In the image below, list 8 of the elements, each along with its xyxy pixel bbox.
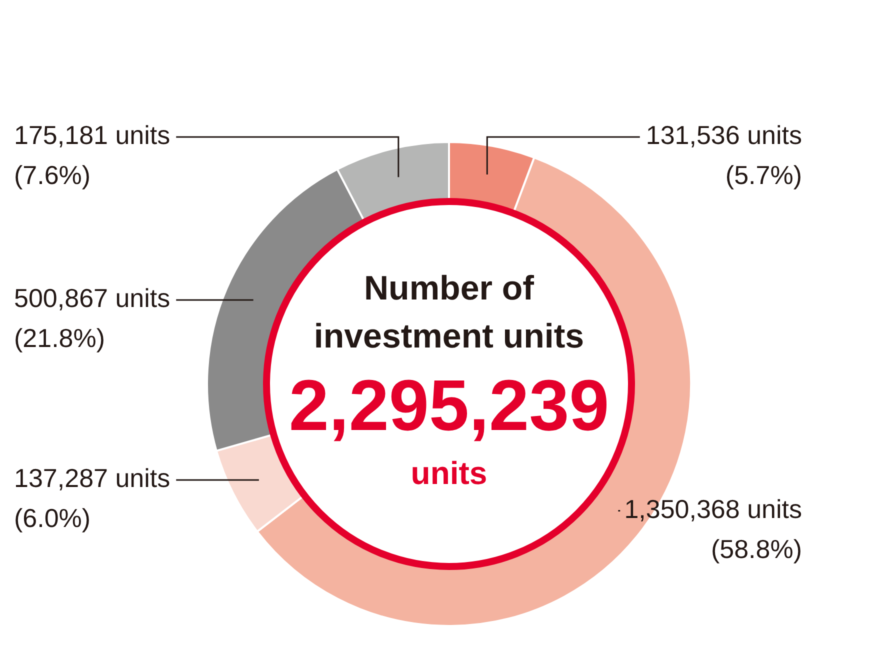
- text: 2,295,239: [288, 366, 610, 446]
- text: Number of investment units: [314, 269, 584, 356]
- data-label: 175,181 units (7.6%): [14, 120, 170, 190]
- data-label: 500,867 units (21.8%): [14, 283, 170, 354]
- data-label: 131,536 units (5.7%): [646, 120, 802, 190]
- text: units: [410, 454, 488, 491]
- data-label: 1,350,368 units (58.8%): [624, 494, 802, 564]
- data-label: 137,287 units (6.0%): [14, 463, 170, 534]
